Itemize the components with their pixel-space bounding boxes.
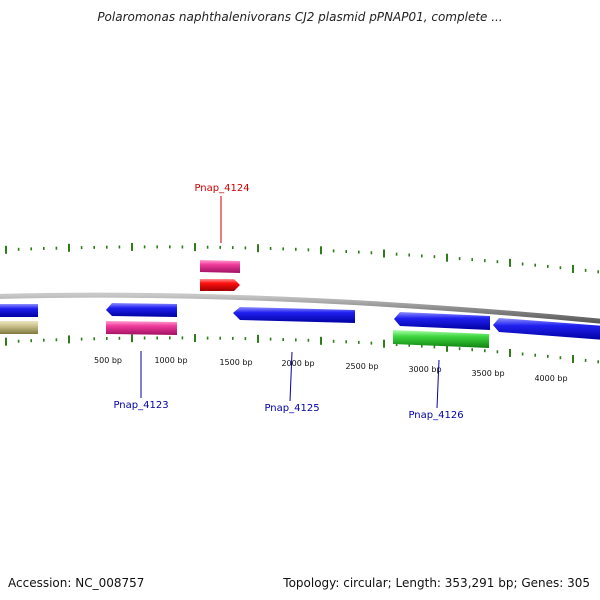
gene-label-pnap-4125[interactable]: Pnap_4125 (264, 403, 319, 414)
accession-label: Accession: NC_008757 (8, 576, 145, 590)
upper-tick-track (5, 242, 600, 274)
leader-line-pnap-4125 (289, 351, 293, 402)
lower-tick-track (5, 334, 600, 364)
scale-label: 4000 bp (534, 374, 567, 383)
gene-pnap-4124-red[interactable] (200, 279, 240, 291)
gene-pnap-4123-magenta[interactable] (106, 321, 177, 335)
scale-label: 2000 bp (281, 359, 314, 368)
gene-label-pnap-4126[interactable]: Pnap_4126 (408, 410, 463, 421)
scale-label: 1000 bp (154, 356, 187, 365)
gene-label-pnap-4123[interactable]: Pnap_4123 (113, 400, 168, 411)
scale-label: 3000 bp (408, 365, 441, 374)
gene-left-blue[interactable] (0, 304, 38, 317)
gene-pnap-4126-green[interactable] (393, 330, 489, 348)
gene-pnap-4124-magenta[interactable] (200, 260, 240, 273)
scale-label: 3500 bp (471, 369, 504, 378)
scale-label: 2500 bp (345, 362, 378, 371)
map-title: Polaromonas naphthalenivorans CJ2 plasmi… (97, 10, 503, 24)
leader-line-pnap-4126 (436, 359, 440, 409)
topology-summary: Topology: circular; Length: 353,291 bp; … (283, 576, 590, 590)
gene-label-pnap-4124[interactable]: Pnap_4124 (194, 183, 249, 194)
gene-right-blue[interactable] (493, 318, 600, 340)
scale-label: 500 bp (94, 356, 122, 365)
gene-pnap-4123-blue[interactable] (106, 303, 177, 317)
plasmid-backbone (0, 292, 600, 324)
gene-left-khaki[interactable] (0, 321, 38, 334)
scale-label: 1500 bp (219, 358, 252, 367)
gene-pnap-4125-blue[interactable] (233, 307, 355, 323)
gene-pnap-4126-blue[interactable] (394, 312, 490, 330)
